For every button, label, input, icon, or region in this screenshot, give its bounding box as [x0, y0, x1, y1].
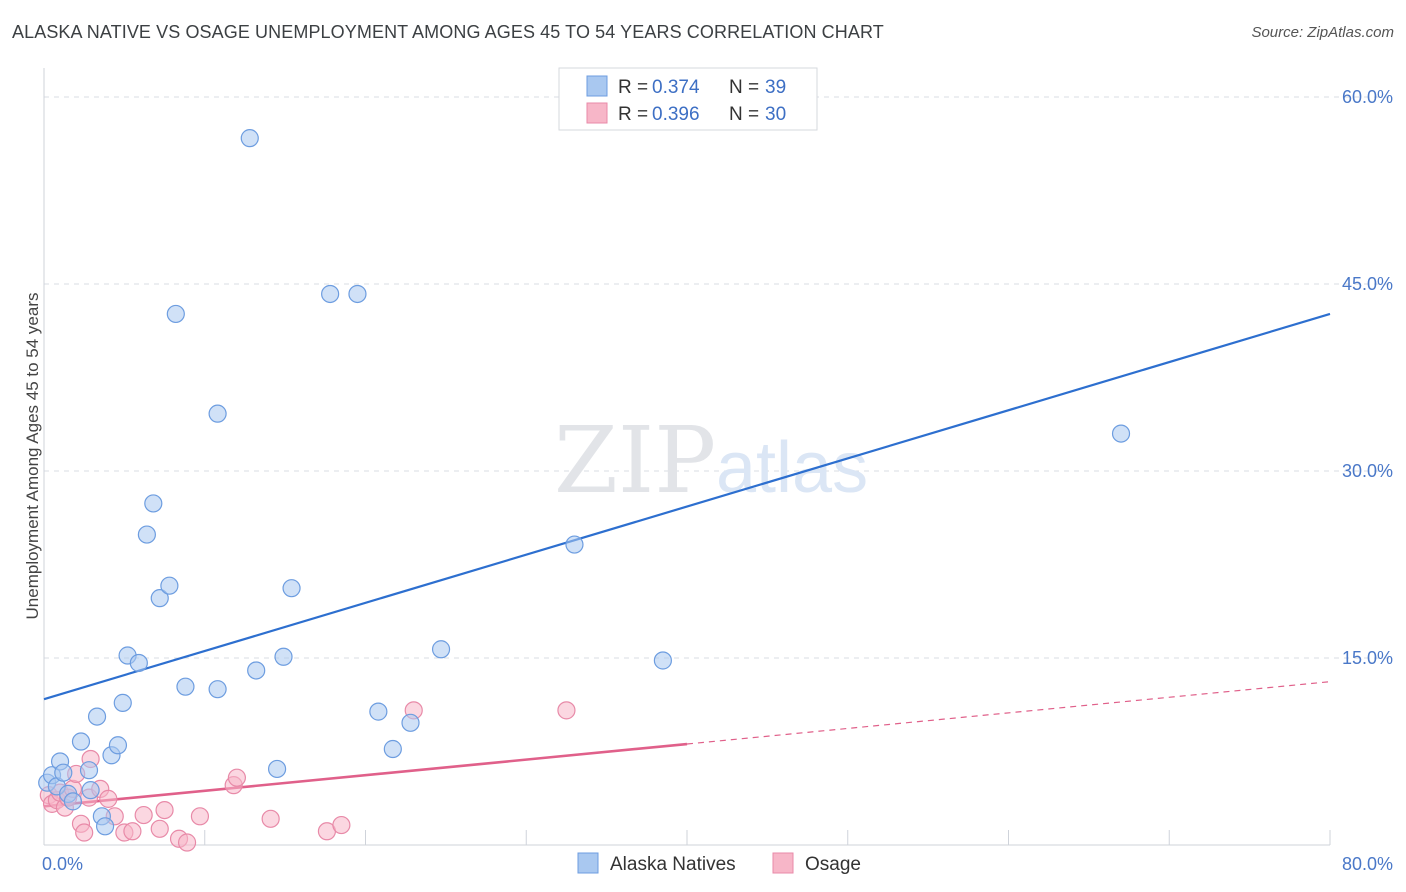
- point-alaska-natives-39: [1111, 424, 1131, 443]
- legend-n-value-1: 39: [765, 77, 786, 98]
- point-alaska-natives-37: [565, 535, 584, 554]
- bottom-legend-label-osage: Osage: [805, 854, 861, 875]
- legend-n-label-1: N =: [729, 77, 759, 98]
- x-tick-label-80: 80.0%: [1342, 854, 1393, 874]
- point-osage-21: [177, 833, 197, 852]
- legend-r-value-1: 0.374: [652, 77, 700, 98]
- watermark-zip: ZIP: [554, 407, 716, 514]
- legend-n-value-2: 30: [765, 104, 786, 125]
- point-osage-25: [261, 809, 280, 828]
- point-alaska-natives-28: [267, 759, 287, 779]
- point-osage-24: [227, 768, 246, 787]
- point-alaska-natives-15: [113, 693, 132, 712]
- trend-lines: [43, 312, 1331, 808]
- point-alaska-natives-22: [166, 304, 185, 324]
- data-points: [38, 129, 1131, 852]
- point-alaska-natives-7: [71, 732, 91, 751]
- point-alaska-natives-12: [95, 817, 115, 836]
- legend-swatch-osage: [586, 102, 608, 124]
- point-alaska-natives-20: [150, 589, 169, 608]
- point-alaska-natives-8: [79, 761, 99, 780]
- legend-swatch-alaska-natives: [586, 75, 608, 97]
- legend-n-label-2: N =: [729, 104, 759, 125]
- bottom-legend-label-alaska-natives: Alaska Natives: [610, 854, 736, 875]
- point-alaska-natives-25: [208, 404, 227, 423]
- trend-line-alaska-natives: [43, 312, 1331, 701]
- point-osage-18: [150, 819, 169, 838]
- point-osage-29: [557, 701, 576, 720]
- point-alaska-natives-36: [431, 640, 451, 659]
- point-osage-17: [134, 805, 153, 825]
- point-alaska-natives-21: [160, 576, 179, 595]
- bottom-legend-swatch-osage: [772, 852, 794, 874]
- point-alaska-natives-9: [81, 781, 100, 800]
- point-osage-27: [332, 815, 351, 835]
- point-alaska-natives-35: [401, 713, 420, 732]
- y-tick-label-60: 60.0%: [1342, 87, 1393, 107]
- point-alaska-natives-26: [240, 129, 259, 148]
- y-tick-label-15: 15.0%: [1342, 648, 1393, 668]
- y-tick-label-30: 30.0%: [1342, 461, 1393, 481]
- point-alaska-natives-30: [282, 579, 301, 598]
- point-alaska-natives-38: [653, 651, 672, 670]
- grid-lines: [44, 96, 1392, 659]
- legend-r-value-2: 0.396: [652, 104, 700, 125]
- y-tick-label-45: 45.0%: [1342, 274, 1393, 294]
- point-alaska-natives-23: [176, 677, 195, 696]
- point-osage-19: [155, 800, 174, 820]
- point-alaska-natives-10: [87, 707, 107, 726]
- point-alaska-natives-17: [129, 653, 148, 673]
- bottom-legend-swatch-alaska-natives: [577, 852, 599, 874]
- axes: 15.0% 30.0% 45.0% 60.0% 0.0% 80.0%: [42, 68, 1393, 874]
- trend-line-osage-extension: [686, 681, 1331, 745]
- point-alaska-natives-27: [247, 661, 266, 680]
- point-alaska-natives-6: [63, 792, 83, 811]
- legend: R = 0.374 N = 39 R = 0.396 N = 30: [558, 67, 818, 131]
- point-osage-9: [75, 823, 94, 842]
- y-axis-title: Unemployment Among Ages 45 to 54 years: [23, 293, 42, 620]
- watermark-atlas: atlas: [716, 428, 868, 508]
- point-alaska-natives-24: [208, 680, 227, 699]
- point-alaska-natives-31: [321, 284, 340, 304]
- point-alaska-natives-19: [144, 494, 163, 513]
- point-osage-22: [190, 807, 210, 826]
- point-alaska-natives-33: [369, 702, 388, 721]
- legend-r-label-1: R =: [618, 77, 648, 98]
- bottom-legend: Alaska Natives Osage: [577, 852, 861, 875]
- point-alaska-natives-32: [348, 284, 367, 304]
- point-alaska-natives-29: [274, 647, 293, 666]
- point-osage-13: [99, 789, 118, 808]
- trend-line-osage: [43, 742, 688, 808]
- watermark: ZIP atlas: [554, 407, 868, 514]
- point-alaska-natives-34: [383, 739, 402, 759]
- point-alaska-natives-4: [54, 763, 73, 782]
- point-alaska-natives-14: [108, 736, 128, 755]
- chart-title: ALASKA NATIVE VS OSAGE UNEMPLOYMENT AMON…: [12, 22, 884, 42]
- point-alaska-natives-18: [137, 525, 156, 544]
- x-tick-label-0: 0.0%: [42, 854, 83, 874]
- legend-r-label-2: R =: [618, 104, 648, 125]
- point-osage-16: [123, 822, 142, 841]
- chart-source: Source: ZipAtlas.com: [1251, 24, 1394, 41]
